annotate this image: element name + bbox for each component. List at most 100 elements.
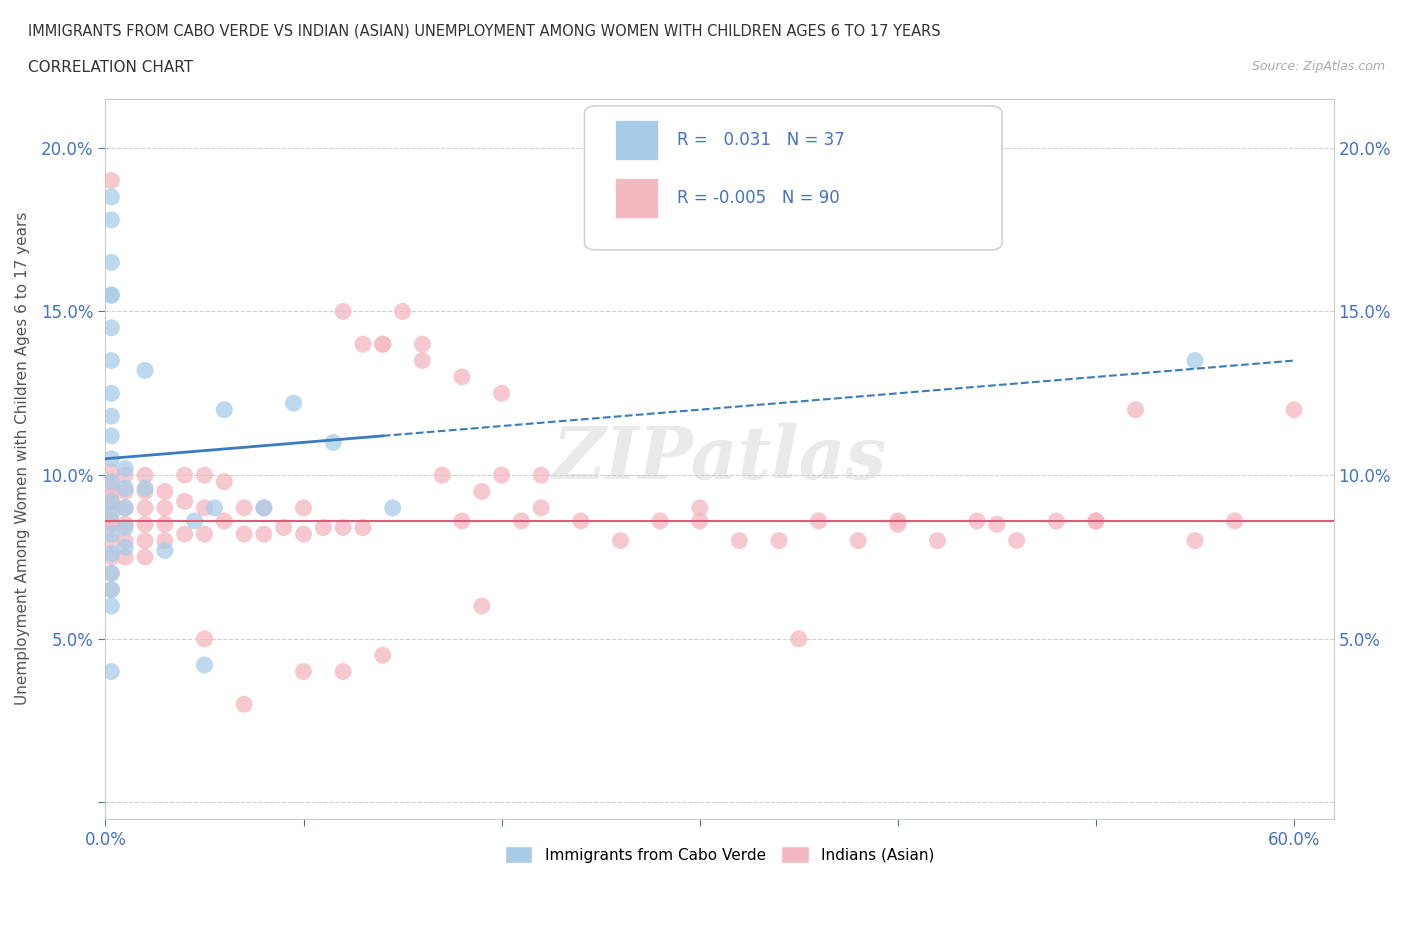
Point (100, 451, 122, 466)
Point (100, 533, 122, 548)
Point (411, 337, 433, 352)
Point (100, 494, 122, 509)
Point (214, 513, 236, 528)
Point (233, 526, 256, 541)
Point (1084, 513, 1107, 528)
Point (100, 429, 122, 444)
Point (114, 468, 136, 483)
Point (432, 468, 454, 483)
Point (202, 500, 225, 515)
Point (134, 485, 156, 499)
Point (530, 500, 553, 515)
Point (114, 500, 136, 515)
Point (332, 304, 354, 319)
Point (100, 287, 122, 302)
Point (1084, 513, 1107, 528)
Point (689, 513, 711, 528)
Point (100, 517, 122, 532)
Point (233, 500, 256, 515)
Point (114, 481, 136, 496)
Point (134, 468, 156, 483)
Point (100, 212, 122, 227)
Point (193, 658, 215, 672)
Point (134, 500, 156, 515)
Point (530, 468, 553, 483)
Point (100, 409, 122, 424)
Point (100, 599, 122, 614)
Point (927, 533, 949, 548)
Point (100, 546, 122, 561)
Point (768, 533, 790, 548)
Point (569, 513, 592, 528)
Point (491, 468, 513, 483)
Point (114, 539, 136, 554)
Point (100, 664, 122, 679)
Text: IMMIGRANTS FROM CABO VERDE VS INDIAN (ASIAN) UNEMPLOYMENT AMONG WOMEN WITH CHILD: IMMIGRANTS FROM CABO VERDE VS INDIAN (AS… (28, 23, 941, 38)
Point (491, 386, 513, 401)
Point (887, 517, 910, 532)
Point (253, 526, 276, 541)
Point (1005, 533, 1028, 548)
Point (689, 500, 711, 515)
Point (1184, 533, 1206, 548)
Point (411, 353, 433, 368)
Point (100, 507, 122, 522)
Point (352, 520, 374, 535)
Point (233, 697, 256, 711)
Point (787, 631, 810, 646)
Point (100, 474, 122, 489)
Point (153, 485, 176, 499)
Point (292, 664, 315, 679)
Text: R =   0.031   N = 37: R = 0.031 N = 37 (676, 131, 844, 149)
Point (193, 468, 215, 483)
Point (728, 533, 751, 548)
Point (100, 190, 122, 205)
Point (114, 533, 136, 548)
Point (371, 337, 394, 352)
Point (100, 173, 122, 188)
Point (846, 533, 869, 548)
Point (648, 513, 671, 528)
Point (214, 403, 236, 418)
Point (332, 664, 354, 679)
Point (381, 500, 404, 515)
Point (153, 543, 176, 558)
Text: R = -0.005   N = 90: R = -0.005 N = 90 (676, 189, 839, 206)
Point (451, 369, 474, 384)
Point (253, 500, 276, 515)
Point (100, 477, 122, 492)
Point (114, 517, 136, 532)
Point (114, 500, 136, 515)
Point (114, 550, 136, 565)
Bar (616, 120, 658, 160)
Point (193, 500, 215, 515)
Point (193, 631, 215, 646)
Point (100, 386, 122, 401)
Point (807, 513, 830, 528)
Point (1223, 513, 1246, 528)
Point (966, 513, 988, 528)
Text: CORRELATION CHART: CORRELATION CHART (28, 60, 193, 75)
Point (100, 353, 122, 368)
Point (134, 533, 156, 548)
Point (253, 500, 276, 515)
Point (100, 550, 122, 565)
Y-axis label: Unemployment Among Women with Children Ages 6 to 17 years: Unemployment Among Women with Children A… (15, 212, 30, 706)
Point (153, 500, 176, 515)
Point (391, 304, 413, 319)
Point (134, 481, 156, 496)
Point (352, 337, 374, 352)
Point (887, 513, 910, 528)
Point (153, 517, 176, 532)
Point (371, 647, 394, 662)
Point (1125, 403, 1147, 418)
Point (100, 485, 122, 499)
Point (510, 513, 533, 528)
Point (451, 513, 474, 528)
Point (100, 565, 122, 580)
Point (332, 520, 354, 535)
Point (273, 520, 295, 535)
Point (1282, 403, 1305, 418)
Point (173, 468, 195, 483)
Point (100, 255, 122, 270)
